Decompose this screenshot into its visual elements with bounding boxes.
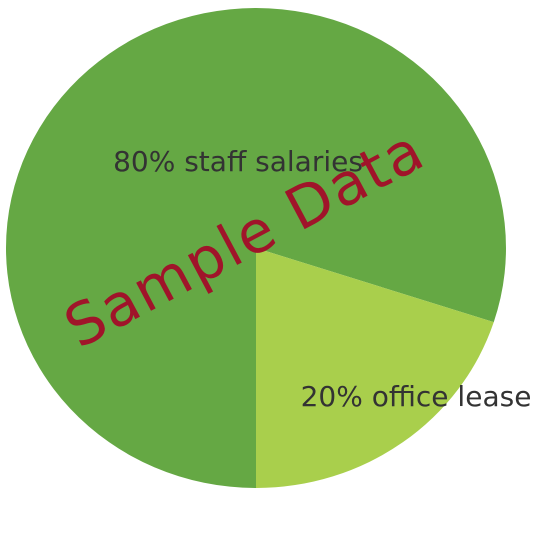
slice-label-office-lease: 20% office lease	[301, 380, 532, 413]
slice-label-staff-salaries: 80% staff salaries	[113, 145, 363, 178]
pie-slice-office-lease	[256, 248, 494, 488]
slice-labels: 80% staff salaries 20% office lease	[113, 145, 531, 413]
pie-slice-staff-salaries	[5, 8, 506, 488]
pie-slices	[5, 8, 506, 488]
